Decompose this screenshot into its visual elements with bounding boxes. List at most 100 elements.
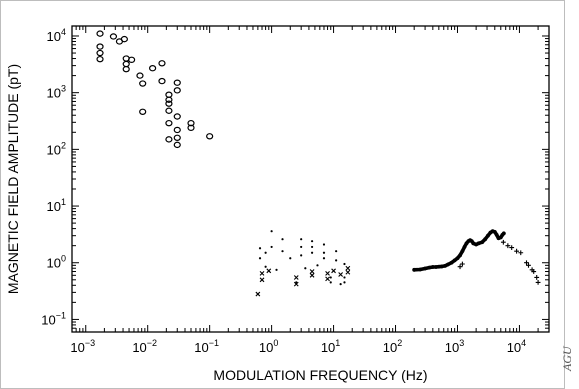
- y-tick-label-exponent: 1: [61, 197, 66, 207]
- data-point-plus: [531, 269, 537, 274]
- x-tick-label: 102: [383, 338, 402, 355]
- x-tick-label-exponent: 2: [397, 338, 402, 348]
- x-tick-label: 103: [445, 338, 464, 355]
- publisher-watermark: AGU: [560, 346, 574, 372]
- y-axis-title: MAGNETIC FIELD AMPLITUDE (pT): [5, 64, 21, 294]
- x-tick-label-base: 10−1: [194, 338, 219, 355]
- data-point-circle: [128, 56, 136, 64]
- data-point-dot: [264, 265, 267, 268]
- data-point-circle: [158, 77, 166, 85]
- data-point-circle: [165, 136, 173, 143]
- y-tick-label: 104: [47, 27, 66, 44]
- data-point-plus: [514, 248, 520, 254]
- plot-area: [71, 25, 550, 333]
- x-tick-label-base: 10−3: [70, 338, 95, 355]
- x-tick-label-base: 103: [445, 338, 464, 355]
- data-point-dense: [418, 267, 423, 272]
- data-point-circle: [96, 55, 104, 63]
- data-point-circle: [165, 96, 173, 103]
- data-point-circle: [122, 65, 130, 73]
- data-point-dense: [436, 264, 441, 269]
- x-tick-label-base: 102: [383, 338, 402, 355]
- data-point-circle: [158, 60, 166, 67]
- data-point-dense: [443, 263, 447, 268]
- x-tick-label-base: 104: [507, 338, 526, 355]
- data-point-dense: [494, 232, 499, 237]
- data-point-dot: [258, 257, 262, 260]
- data-point-circle: [96, 43, 104, 50]
- data-point-x: [293, 281, 299, 287]
- data-point-circle: [109, 33, 118, 40]
- data-point-circle: [136, 72, 144, 79]
- data-point-dot: [270, 245, 273, 249]
- data-point-plus: [457, 264, 463, 270]
- data-point-dot: [304, 267, 307, 270]
- data-point-x: [255, 291, 261, 297]
- x-tick-label-exponent: −1: [209, 338, 219, 348]
- data-point-circle: [149, 65, 157, 72]
- data-point-x: [259, 277, 265, 283]
- data-point-circle: [165, 107, 173, 114]
- data-point-circle: [96, 49, 104, 57]
- data-point-dot: [270, 230, 273, 233]
- data-points: [96, 30, 541, 297]
- data-point-dot: [322, 251, 326, 254]
- y-tick-label: 102: [47, 140, 66, 157]
- data-point-dense: [455, 256, 460, 261]
- y-tick-label-base: 100: [47, 254, 66, 271]
- y-tick-label: 103: [47, 84, 66, 101]
- data-point-dot: [310, 240, 314, 243]
- data-point-dot: [335, 250, 338, 253]
- data-point-dense: [501, 231, 506, 236]
- x-axis-title: MODULATION FREQUENCY (Hz): [213, 367, 427, 383]
- data-point-dot: [275, 268, 278, 271]
- data-point-dot: [300, 254, 303, 257]
- y-tick-label-base: 101: [47, 197, 66, 214]
- data-point-plus: [518, 250, 524, 256]
- y-tick-label: 100: [47, 254, 66, 271]
- data-point-circle: [206, 133, 214, 140]
- x-tick-label-base: 10−2: [132, 338, 157, 355]
- data-point-dense: [476, 241, 481, 246]
- x-tick-label-exponent: 1: [335, 338, 340, 348]
- data-point-dot: [258, 247, 262, 250]
- ticks: [71, 26, 550, 333]
- data-point-circle: [120, 35, 128, 43]
- x-tick-label: 100: [259, 338, 278, 355]
- data-point-dense: [458, 253, 462, 258]
- data-point-x: [345, 265, 351, 271]
- x-tick-label: 101: [321, 338, 340, 355]
- y-tick-label: 101: [47, 197, 66, 214]
- data-point-circle: [187, 124, 195, 132]
- y-tick-label-exponent: 4: [61, 27, 66, 37]
- y-tick-label-base: 104: [47, 27, 66, 44]
- data-point-circle: [122, 60, 130, 68]
- x-tick-label-exponent: −2: [147, 338, 157, 348]
- y-tick-label-exponent: 2: [61, 140, 66, 150]
- data-point-dense: [412, 267, 417, 272]
- data-series-dense-curve: [412, 229, 506, 272]
- x-tick-label: 10−3: [70, 338, 95, 355]
- data-point-dense: [439, 264, 444, 269]
- y-tick-label-exponent: 3: [61, 84, 66, 94]
- data-point-dot: [335, 259, 338, 262]
- data-point-x: [293, 275, 299, 280]
- data-point-plus: [524, 260, 529, 266]
- data-point-x: [309, 269, 315, 274]
- data-point-plus: [500, 239, 506, 245]
- data-point-dot: [339, 282, 342, 286]
- data-point-dense: [423, 266, 427, 271]
- y-tick-label-base: 102: [47, 140, 66, 157]
- x-tick-label: 10−1: [194, 338, 219, 355]
- data-point-x: [338, 272, 344, 277]
- data-point-plus: [534, 275, 540, 280]
- data-point-x: [259, 270, 265, 276]
- data-point-dense: [480, 240, 485, 245]
- x-tick-label-exponent: 4: [521, 338, 526, 348]
- data-point-plus: [505, 243, 511, 249]
- data-point-circle: [165, 119, 173, 127]
- data-point-plus: [535, 279, 541, 285]
- data-point-dense: [427, 265, 432, 270]
- y-tick-label-base: 10−1: [41, 310, 66, 327]
